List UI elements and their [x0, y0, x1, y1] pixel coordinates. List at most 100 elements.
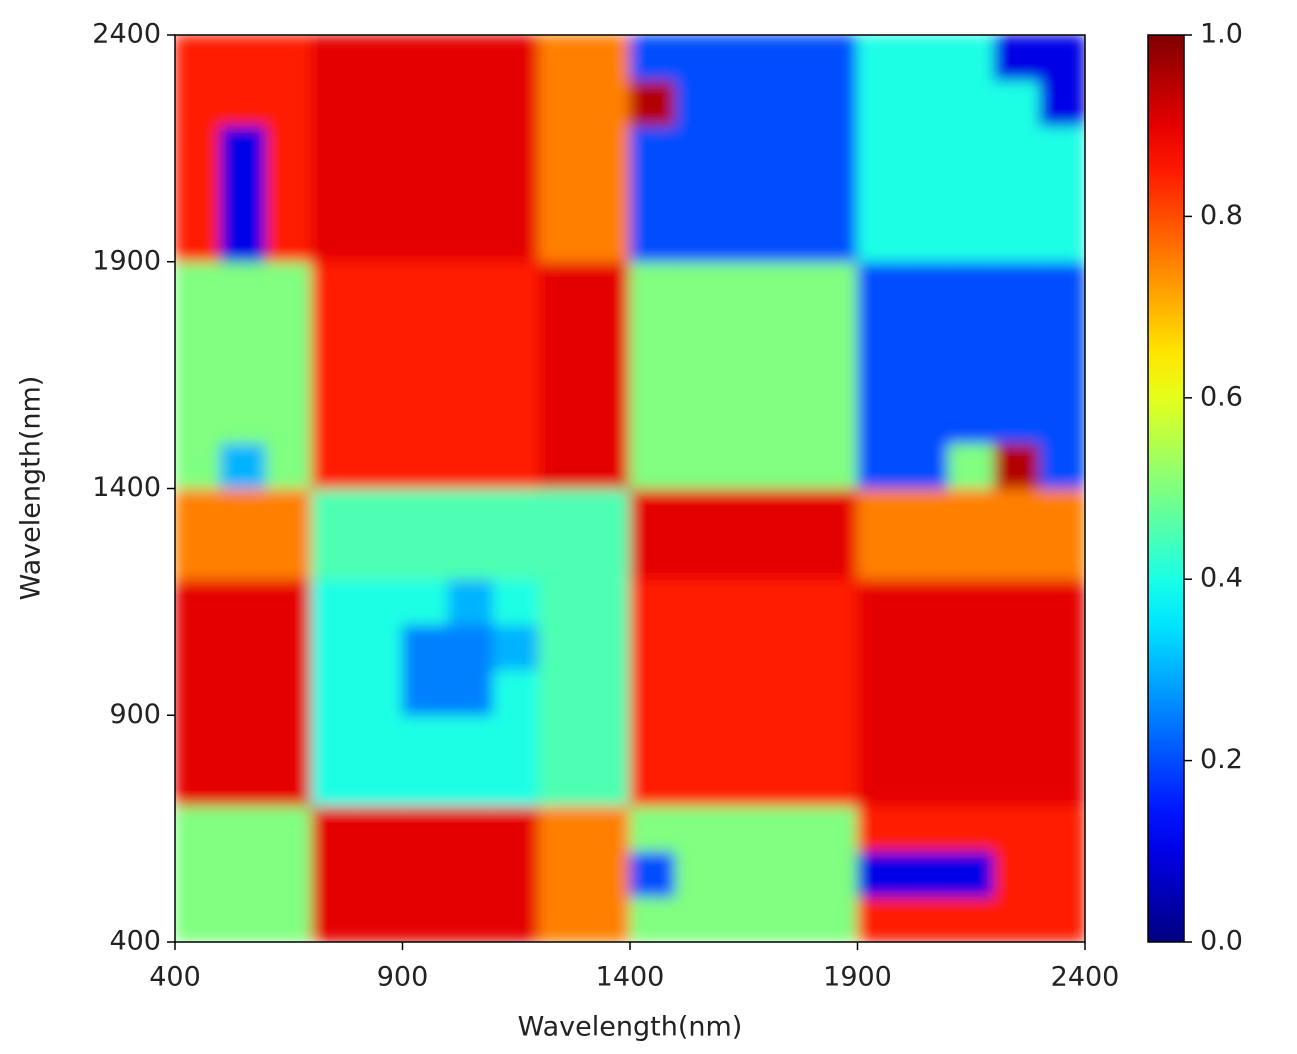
heatmap-cell	[311, 850, 358, 898]
heatmap-cell	[993, 805, 1040, 852]
heatmap-cell	[220, 624, 267, 671]
heatmap-cell	[902, 351, 949, 399]
heatmap-cell	[857, 215, 904, 263]
heatmap-cell	[220, 351, 267, 399]
heatmap-cell	[1039, 578, 1085, 626]
heatmap-cell	[175, 533, 221, 580]
heatmap-cell	[902, 578, 949, 626]
heatmap-cell	[948, 351, 995, 399]
heatmap-cell	[948, 170, 995, 217]
heatmap-cell	[811, 351, 858, 399]
heatmap-cell	[402, 624, 449, 671]
heatmap-cell	[538, 578, 585, 626]
heatmap-cell	[402, 533, 449, 580]
heatmap-cell	[584, 578, 631, 626]
heatmap-cell	[902, 397, 949, 444]
heatmap-cell	[175, 896, 221, 942]
heatmap-cell	[948, 714, 995, 762]
heatmap-cell	[629, 896, 676, 942]
heatmap-cell	[311, 578, 358, 626]
heatmap-cell	[1039, 760, 1085, 807]
heatmap-cell	[857, 669, 904, 716]
heatmap-cell	[629, 215, 676, 263]
heatmap-cell	[447, 533, 494, 580]
heatmap-cell	[948, 306, 995, 353]
heatmap-cell	[265, 850, 312, 898]
heatmap-cell	[356, 624, 403, 671]
heatmap-cell	[1039, 805, 1085, 852]
heatmap-cell	[220, 669, 267, 716]
heatmap-cell	[584, 714, 631, 762]
heatmap-cell	[675, 896, 722, 942]
heatmap-cell	[402, 351, 449, 399]
heatmap-cell	[948, 125, 995, 172]
colorbar-tick-label: 0.4	[1200, 563, 1243, 594]
heatmap-cell	[493, 125, 540, 172]
heatmap-cell	[493, 850, 540, 898]
heatmap-cell	[811, 306, 858, 353]
heatmap-cell	[493, 714, 540, 762]
heatmap-cell	[402, 488, 449, 535]
heatmap-cell	[1039, 215, 1085, 263]
heatmap-cell	[356, 488, 403, 535]
heatmap-cell	[265, 79, 312, 127]
heatmap-cell	[402, 125, 449, 172]
x-tick-label: 400	[149, 962, 201, 993]
heatmap-cell	[538, 488, 585, 535]
heatmap-cell	[720, 805, 767, 852]
heatmap-cell	[811, 261, 858, 308]
heatmap-cell	[311, 306, 358, 353]
heatmap-cell	[265, 35, 312, 81]
heatmap-cell	[356, 261, 403, 308]
heatmap-cell	[402, 397, 449, 444]
heatmap-cell	[811, 215, 858, 263]
heatmap-cell	[493, 760, 540, 807]
heatmap-cell	[447, 488, 494, 535]
heatmap-cell	[720, 215, 767, 263]
heatmap-cell	[948, 760, 995, 807]
heatmap-cell	[311, 261, 358, 308]
heatmap-cell	[993, 351, 1040, 399]
heatmap-cell	[766, 351, 813, 399]
heatmap-cell	[993, 896, 1040, 942]
heatmap-cell	[629, 125, 676, 172]
heatmap-cell	[538, 850, 585, 898]
heatmap-cell	[857, 850, 904, 898]
heatmap-cell	[811, 760, 858, 807]
heatmap-cell	[447, 125, 494, 172]
heatmap-cell	[356, 896, 403, 942]
heatmap-cell	[675, 624, 722, 671]
heatmap-cell	[402, 170, 449, 217]
heatmap-cell	[493, 578, 540, 626]
heatmap-cell	[993, 35, 1040, 81]
heatmap-cell	[493, 261, 540, 308]
y-axis-label: Wavelength(nm)	[16, 376, 47, 601]
heatmap-cell	[175, 397, 221, 444]
heatmap-cell	[629, 306, 676, 353]
heatmap-cell	[584, 397, 631, 444]
heatmap-cell	[356, 306, 403, 353]
x-axis-label: Wavelength(nm)	[518, 1012, 743, 1043]
heatmap-cell	[220, 215, 267, 263]
heatmap-cell	[175, 805, 221, 852]
heatmap-cell	[493, 488, 540, 535]
heatmap-cell	[1039, 669, 1085, 716]
heatmap-cell	[720, 669, 767, 716]
heatmap-cell	[766, 850, 813, 898]
x-tick-label: 2400	[1051, 962, 1120, 993]
heatmap-cell	[356, 442, 403, 489]
heatmap-cell	[447, 215, 494, 263]
heatmap-cell	[629, 351, 676, 399]
heatmap-cell	[766, 442, 813, 489]
heatmap-cell	[1039, 35, 1085, 81]
heatmap-cell	[356, 351, 403, 399]
heatmap-cell	[766, 760, 813, 807]
heatmap-cell	[356, 79, 403, 127]
heatmap-cell	[402, 850, 449, 898]
y-tick-label: 400	[109, 926, 161, 957]
heatmap-cell	[584, 351, 631, 399]
heatmap-cell	[584, 35, 631, 81]
heatmap-cell	[311, 397, 358, 444]
heatmap-cell	[538, 306, 585, 353]
heatmap-cell	[311, 35, 358, 81]
